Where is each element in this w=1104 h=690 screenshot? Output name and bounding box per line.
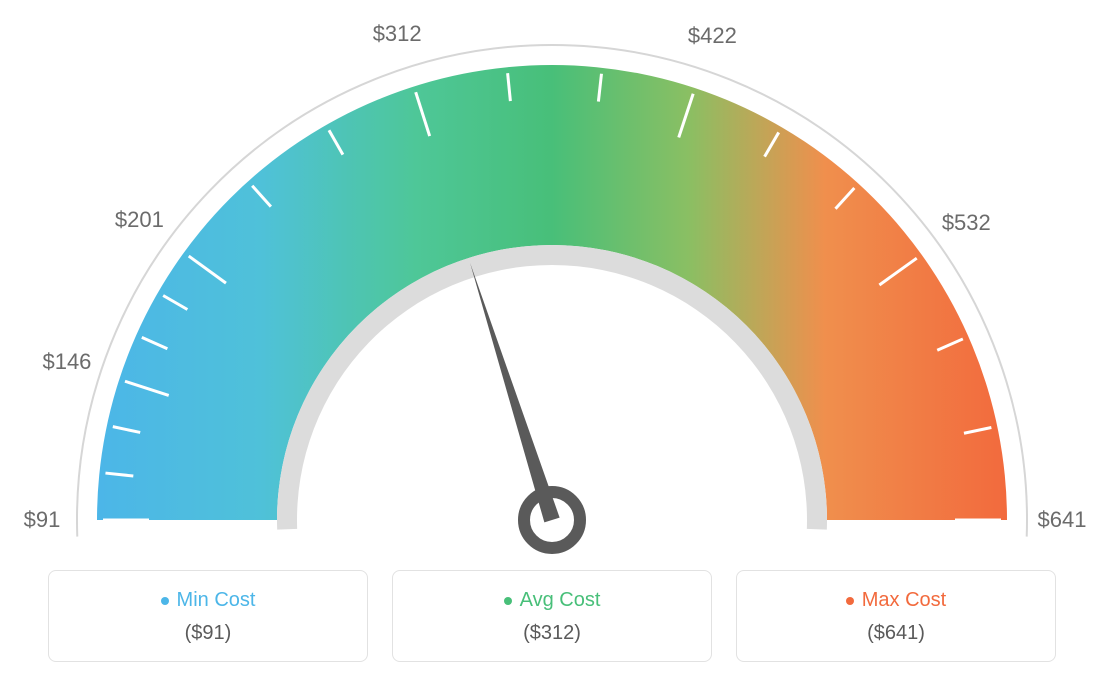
- gauge-tick-label: $641: [1038, 507, 1087, 533]
- legend-title: Min Cost: [49, 589, 367, 612]
- legend-dot-icon: [846, 597, 854, 605]
- legend-title-text: Min Cost: [177, 589, 256, 611]
- gauge-tick-label: $532: [942, 210, 991, 236]
- gauge-tick-label: $91: [24, 507, 61, 533]
- legend-card: Min Cost ($91): [48, 570, 368, 662]
- gauge-band: [97, 65, 1007, 520]
- legend-title-text: Max Cost: [862, 589, 946, 611]
- legend-value: ($312): [393, 622, 711, 645]
- legend-dot-icon: [161, 597, 169, 605]
- gauge-svg: [0, 0, 1104, 560]
- legend-title: Max Cost: [737, 589, 1055, 612]
- gauge-tick-label: $422: [688, 23, 737, 49]
- cost-gauge: $91 $146 $201 $312 $422 $532 $641: [0, 0, 1104, 560]
- gauge-tick-label: $146: [42, 349, 91, 375]
- legend-title: Avg Cost: [393, 589, 711, 612]
- legend-title-text: Avg Cost: [520, 589, 601, 611]
- legend-card: Max Cost ($641): [736, 570, 1056, 662]
- legend-value: ($91): [49, 622, 367, 645]
- gauge-needle: [470, 263, 560, 523]
- legend-dot-icon: [504, 597, 512, 605]
- legend-value: ($641): [737, 622, 1055, 645]
- legend: Min Cost ($91) Avg Cost ($312) Max Cost ($641…: [0, 570, 1104, 662]
- gauge-tick-label: $201: [115, 207, 164, 233]
- gauge-tick-label: $312: [373, 21, 422, 47]
- legend-card: Avg Cost ($312): [392, 570, 712, 662]
